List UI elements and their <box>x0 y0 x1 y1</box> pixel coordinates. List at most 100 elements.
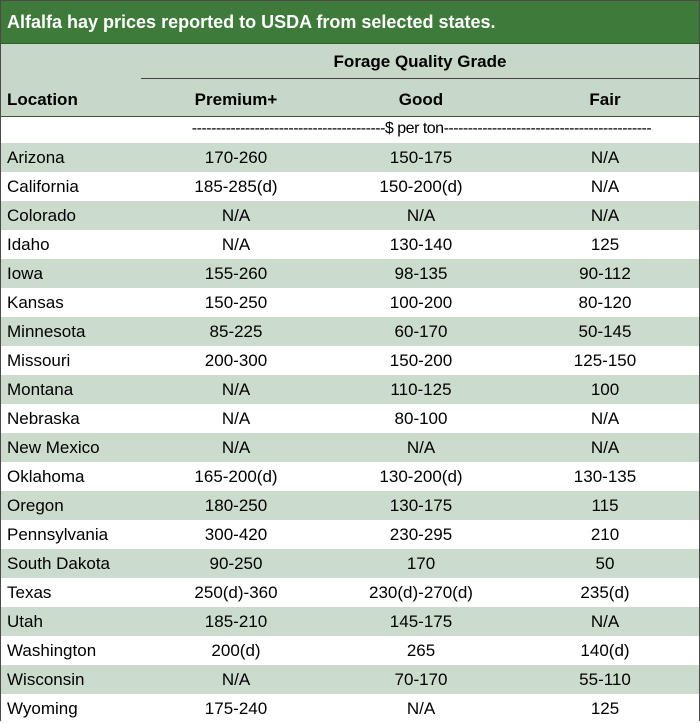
cell-fair: N/A <box>511 433 699 462</box>
cell-location: Montana <box>1 375 141 404</box>
table-row: Washington 200(d) 265 140(d) <box>1 636 699 665</box>
cell-good: 110-125 <box>331 375 511 404</box>
cell-fair: N/A <box>511 172 699 201</box>
cell-premium: 170-260 <box>141 143 331 172</box>
column-header-location: Location <box>7 90 78 109</box>
cell-good: 145-175 <box>331 607 511 636</box>
cell-fair: 80-120 <box>511 288 699 317</box>
table-row: Pennsylvania 300-420 230-295 210 <box>1 520 699 549</box>
cell-premium: 300-420 <box>141 520 331 549</box>
column-header-fair: Fair <box>589 90 621 109</box>
cell-premium: N/A <box>141 404 331 433</box>
cell-fair: 235(d) <box>511 578 699 607</box>
cell-location: Iowa <box>1 259 141 288</box>
cell-location: California <box>1 172 141 201</box>
price-table: Arizona 170-260 150-175 N/A California 185-28… <box>1 143 699 723</box>
table-row: Oregon 180-250 130-175 115 <box>1 491 699 520</box>
table-row: Oklahoma 165-200(d) 130-200(d) 130-135 <box>1 462 699 491</box>
cell-good: N/A <box>331 694 511 723</box>
cell-location: Missouri <box>1 346 141 375</box>
cell-good: 150-175 <box>331 143 511 172</box>
cell-fair: 50 <box>511 549 699 578</box>
cell-good: 150-200(d) <box>331 172 511 201</box>
cell-fair: 50-145 <box>511 317 699 346</box>
table-row: New Mexico N/A N/A N/A <box>1 433 699 462</box>
cell-location: Colorado <box>1 201 141 230</box>
cell-good: 130-175 <box>331 491 511 520</box>
cell-premium: 185-285(d) <box>141 172 331 201</box>
table-header: Forage Quality Grade Location Premium+ G… <box>1 43 699 117</box>
cell-premium: N/A <box>141 665 331 694</box>
cell-fair: 210 <box>511 520 699 549</box>
cell-good: N/A <box>331 433 511 462</box>
units-row: ----------------------------------------… <box>1 117 699 143</box>
cell-fair: N/A <box>511 607 699 636</box>
cell-good: N/A <box>331 201 511 230</box>
cell-good: 130-200(d) <box>331 462 511 491</box>
cell-fair: 130-135 <box>511 462 699 491</box>
cell-location: Minnesota <box>1 317 141 346</box>
cell-premium: 185-210 <box>141 607 331 636</box>
column-header-premium: Premium+ <box>194 90 278 109</box>
cell-premium: 90-250 <box>141 549 331 578</box>
cell-location: Texas <box>1 578 141 607</box>
cell-fair: 125 <box>511 230 699 259</box>
cell-premium: 200-300 <box>141 346 331 375</box>
cell-premium: 200(d) <box>141 636 331 665</box>
cell-premium: N/A <box>141 375 331 404</box>
table-row: South Dakota 90-250 170 50 <box>1 549 699 578</box>
cell-location: Arizona <box>1 143 141 172</box>
cell-location: South Dakota <box>1 549 141 578</box>
table-title: Alfalfa hay prices reported to USDA from… <box>1 1 699 43</box>
table-row: Iowa 155-260 98-135 90-112 <box>1 259 699 288</box>
cell-location: Kansas <box>1 288 141 317</box>
cell-good: 100-200 <box>331 288 511 317</box>
cell-premium: N/A <box>141 201 331 230</box>
table-row: Idaho N/A 130-140 125 <box>1 230 699 259</box>
table-row: Colorado N/A N/A N/A <box>1 201 699 230</box>
cell-location: New Mexico <box>1 433 141 462</box>
cell-location: Pennsylvania <box>1 520 141 549</box>
cell-location: Nebraska <box>1 404 141 433</box>
units-label: ----------------------------------------… <box>191 120 652 137</box>
table-row: Wyoming 175-240 N/A 125 <box>1 694 699 723</box>
cell-premium: 150-250 <box>141 288 331 317</box>
table-row: Wisconsin N/A 70-170 55-110 <box>1 665 699 694</box>
cell-location: Utah <box>1 607 141 636</box>
cell-fair: N/A <box>511 201 699 230</box>
group-header: Forage Quality Grade <box>333 52 507 71</box>
cell-fair: 140(d) <box>511 636 699 665</box>
table-row: Montana N/A 110-125 100 <box>1 375 699 404</box>
cell-fair: 55-110 <box>511 665 699 694</box>
cell-fair: N/A <box>511 143 699 172</box>
cell-premium: 165-200(d) <box>141 462 331 491</box>
cell-premium: 155-260 <box>141 259 331 288</box>
cell-good: 98-135 <box>331 259 511 288</box>
table-row: Missouri 200-300 150-200 125-150 <box>1 346 699 375</box>
table-row: California 185-285(d) 150-200(d) N/A <box>1 172 699 201</box>
cell-premium: N/A <box>141 433 331 462</box>
cell-good: 230(d)-270(d) <box>331 578 511 607</box>
cell-fair: 125 <box>511 694 699 723</box>
cell-premium: N/A <box>141 230 331 259</box>
cell-premium: 85-225 <box>141 317 331 346</box>
table-row: Texas 250(d)-360 230(d)-270(d) 235(d) <box>1 578 699 607</box>
table-row: Minnesota 85-225 60-170 50-145 <box>1 317 699 346</box>
cell-good: 265 <box>331 636 511 665</box>
cell-location: Wyoming <box>1 694 141 723</box>
cell-good: 60-170 <box>331 317 511 346</box>
table-row: Kansas 150-250 100-200 80-120 <box>1 288 699 317</box>
cell-good: 150-200 <box>331 346 511 375</box>
cell-fair: 125-150 <box>511 346 699 375</box>
cell-good: 130-140 <box>331 230 511 259</box>
cell-premium: 180-250 <box>141 491 331 520</box>
cell-fair: N/A <box>511 404 699 433</box>
group-header-rule <box>141 78 699 79</box>
cell-premium: 175-240 <box>141 694 331 723</box>
cell-location: Idaho <box>1 230 141 259</box>
column-header-good: Good <box>398 90 444 109</box>
table-row: Nebraska N/A 80-100 N/A <box>1 404 699 433</box>
cell-good: 230-295 <box>331 520 511 549</box>
cell-fair: 115 <box>511 491 699 520</box>
